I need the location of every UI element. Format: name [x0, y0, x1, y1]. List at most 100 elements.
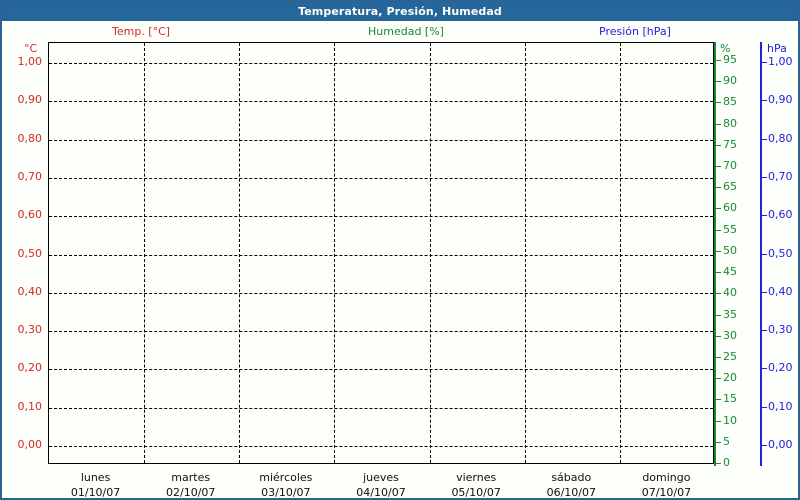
- humidity-axis-tick-mark: [716, 272, 721, 274]
- x-axis-weekday: miércoles: [259, 471, 313, 484]
- humidity-axis-tick-label: 95: [723, 53, 737, 66]
- x-axis-day-label: miércoles 03/10/07: [238, 470, 333, 499]
- x-axis-weekday: sábado: [551, 471, 592, 484]
- x-axis-weekday: martes: [171, 471, 211, 484]
- pressure-axis-tick-mark: [762, 100, 767, 102]
- left-axis-tick-label: 0,80: [17, 131, 43, 145]
- pressure-axis-tick-label: 0,70: [768, 169, 793, 183]
- pressure-axis-tick-mark: [762, 253, 767, 255]
- x-axis-day-label: sábado 06/10/07: [524, 470, 619, 499]
- gridline-horizontal: [49, 292, 713, 294]
- humidity-axis-tick-mark: [716, 356, 721, 358]
- left-axis-tick-label: 0,60: [17, 208, 43, 222]
- x-axis-weekday: domingo: [642, 471, 691, 484]
- pressure-axis-tick-label: 0,90: [768, 93, 793, 107]
- humidity-axis-tick-label: 20: [723, 371, 737, 385]
- x-axis-weekday: viernes: [456, 471, 497, 484]
- pressure-axis-tick-label: 0,40: [768, 284, 793, 298]
- gridline-horizontal: [49, 369, 713, 371]
- pressure-axis-tick-label: 1,00: [768, 55, 793, 68]
- pressure-axis-tick-label: 0,10: [768, 399, 793, 413]
- humidity-axis-tick-mark: [716, 144, 721, 146]
- x-axis-weekday: lunes: [80, 471, 111, 484]
- pressure-axis-tick-label: 0,80: [768, 131, 793, 145]
- humidity-axis-tick-label: 75: [723, 137, 737, 151]
- humidity-axis-tick-mark: [716, 420, 721, 422]
- legend-item-temperature: Temp. [°C]: [112, 25, 171, 38]
- left-axis-tick-label: 0,50: [17, 246, 43, 260]
- humidity-axis-tick-label: 0: [723, 456, 730, 469]
- x-axis-date: 06/10/07: [546, 486, 596, 499]
- humidity-axis-tick-label: 10: [723, 413, 737, 427]
- pressure-axis-tick-mark: [762, 368, 767, 370]
- humidity-axis-tick-mark: [716, 102, 721, 104]
- humidity-axis-tick-label: 25: [723, 349, 737, 363]
- gridline-horizontal: [49, 446, 713, 447]
- left-axis-tick-label: 0,00: [17, 438, 43, 451]
- x-axis-date: 05/10/07: [451, 486, 501, 499]
- humidity-axis-tick-mark: [716, 166, 721, 168]
- pressure-axis-tick-label: 0,00: [768, 438, 793, 451]
- humidity-axis-tick-label: 40: [723, 286, 737, 300]
- humidity-axis-tick-mark: [716, 123, 721, 125]
- x-axis-date: 01/10/07: [70, 486, 121, 499]
- gridline-vertical: [620, 43, 621, 463]
- left-axis-tick-label: 0,70: [17, 169, 43, 183]
- x-axis-weekday: jueves: [363, 471, 399, 484]
- pressure-axis-tick-label: 0,30: [768, 323, 793, 337]
- pressure-axis-line: [760, 42, 762, 466]
- left-axis-tick-label: 0,30: [17, 323, 43, 337]
- humidity-axis-tick-label: 90: [723, 74, 737, 88]
- humidity-axis-tick-mark: [716, 314, 721, 316]
- humidity-axis-tick-mark: [716, 463, 721, 464]
- right-axis-unit-hpa: hPa: [767, 42, 787, 55]
- window-title: Temperatura, Presión, Humedad: [2, 2, 798, 21]
- humidity-axis-tick-mark: [716, 60, 721, 61]
- gridline-horizontal: [49, 139, 713, 141]
- humidity-axis-tick-label: 80: [723, 116, 737, 130]
- x-axis-day-label: viernes 05/10/07: [429, 470, 524, 499]
- gridline-horizontal: [49, 177, 713, 179]
- humidity-axis-tick-label: 85: [723, 95, 737, 109]
- x-axis-day-label: martes 02/10/07: [143, 470, 238, 499]
- humidity-axis-line: [714, 42, 716, 466]
- x-axis-date: 02/10/07: [166, 486, 216, 499]
- humidity-axis-tick-mark: [716, 378, 721, 380]
- pressure-axis-tick-mark: [762, 138, 767, 140]
- humidity-axis-tick-label: 50: [723, 243, 737, 257]
- left-axis-tick-label: 0,10: [17, 399, 43, 413]
- pressure-axis-tick-mark: [762, 330, 767, 332]
- left-axis-tick-label: 1,00: [17, 55, 43, 68]
- humidity-axis-tick-label: 35: [723, 307, 737, 321]
- humidity-axis-tick-label: 15: [723, 392, 737, 406]
- pressure-axis-tick-mark: [762, 291, 767, 293]
- humidity-axis-tick-label: 65: [723, 180, 737, 194]
- humidity-axis-tick-label: 70: [723, 159, 737, 173]
- humidity-axis-tick-mark: [716, 187, 721, 189]
- humidity-axis-tick-label: 60: [723, 201, 737, 215]
- humidity-axis-tick-label: 55: [723, 222, 737, 236]
- x-axis-date: 03/10/07: [261, 486, 311, 499]
- gridline-horizontal: [49, 101, 713, 103]
- gridline-vertical: [430, 43, 431, 463]
- gridline-vertical: [239, 43, 240, 463]
- humidity-axis-tick-mark: [716, 229, 721, 231]
- pressure-axis-tick-label: 0,60: [768, 208, 793, 222]
- legend-item-humidity: Humedad [%]: [368, 25, 444, 38]
- gridline-horizontal: [49, 331, 713, 333]
- pressure-axis-tick-mark: [762, 445, 767, 446]
- humidity-axis-tick-mark: [716, 399, 721, 401]
- humidity-axis-tick-mark: [716, 81, 721, 83]
- left-axis-tick-label: 0,20: [17, 361, 43, 375]
- x-axis-date: 04/10/07: [356, 486, 406, 499]
- gridline-vertical: [525, 43, 526, 463]
- left-axis-tick-label: 0,90: [17, 93, 43, 107]
- humidity-axis-tick-mark: [716, 250, 721, 252]
- gridline-horizontal: [49, 254, 713, 256]
- x-axis-date: 07/10/07: [641, 486, 692, 499]
- humidity-axis-tick-label: 30: [723, 328, 737, 342]
- gridline-vertical: [334, 43, 335, 463]
- x-axis-day-label: jueves 04/10/07: [334, 470, 429, 499]
- left-axis-tick-label: 0,40: [17, 284, 43, 298]
